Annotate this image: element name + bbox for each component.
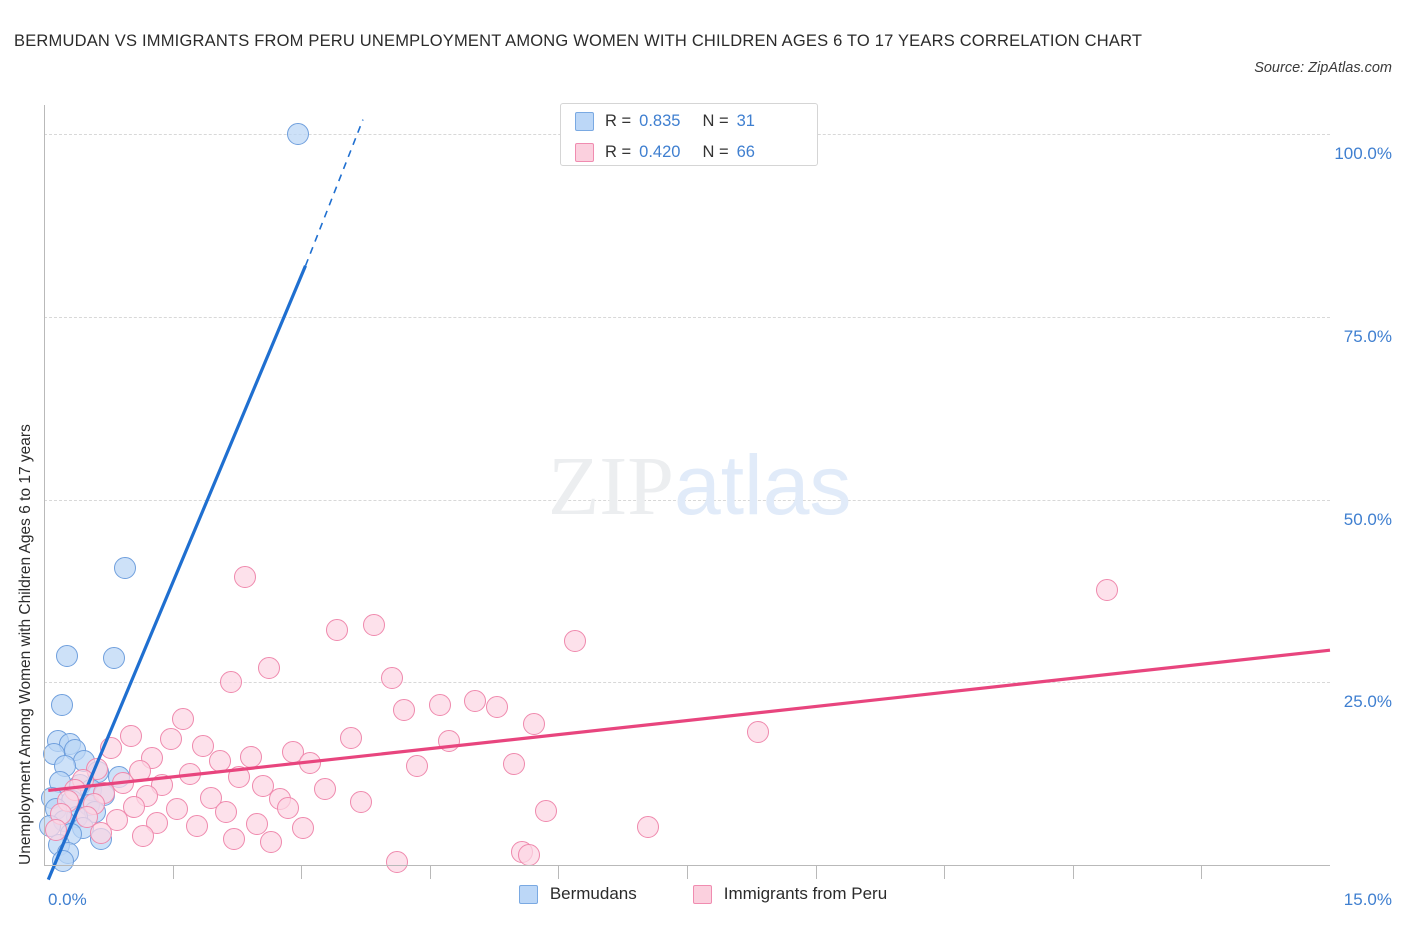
source-label: Source: ZipAtlas.com	[1254, 60, 1392, 76]
stats-row-immigrants-from-peru: R = 0.420 N = 66	[561, 139, 817, 166]
x-axis-tick	[815, 865, 817, 879]
scatter-point-pink	[523, 712, 546, 735]
x-axis-tick	[172, 865, 174, 879]
page-title: BERMUDAN VS IMMIGRANTS FROM PERU UNEMPLO…	[14, 32, 1143, 50]
x-axis-tick	[301, 865, 303, 879]
y-axis-line	[44, 105, 45, 865]
n-label-bermudans: N =	[702, 112, 729, 130]
x-axis-tick	[558, 865, 560, 879]
scatter-point-pink	[518, 843, 541, 866]
scatter-point-pink	[260, 830, 283, 853]
scatter-point-pink	[405, 755, 428, 778]
y-axis-title-text: Unemployment Among Women with Children A…	[17, 424, 34, 865]
x-axis-max-label: 15.0%	[1343, 890, 1392, 909]
watermark-zip: ZIP	[548, 440, 674, 533]
y-axis-tick-label: 25.0%	[1343, 692, 1392, 712]
r-label-immigrants-from-peru: R =	[605, 143, 632, 161]
scatter-point-pink	[165, 798, 188, 821]
scatter-point-pink	[219, 670, 242, 693]
r-value-immigrants-from-peru: 0.420	[639, 143, 681, 161]
scatter-point-pink	[485, 696, 508, 719]
scatter-point-pink	[437, 729, 460, 752]
scatter-point-pink	[298, 751, 321, 774]
watermark-atlas: atlas	[674, 438, 852, 532]
legend-label-bermudans: Bermudans	[549, 884, 637, 903]
n-value-immigrants-from-peru: 66	[736, 143, 755, 161]
scatter-point-pink	[429, 693, 452, 716]
scatter-point-pink	[314, 778, 337, 800]
scatter-point-pink	[223, 827, 246, 850]
scatter-point-pink	[363, 614, 386, 637]
legend-swatch-bermudans-icon	[518, 884, 538, 904]
scatter-point-pink	[326, 618, 349, 641]
legend-item-bermudans[interactable]: Bermudans	[518, 884, 637, 904]
scatter-point-pink	[228, 766, 251, 789]
scatter-point-pink	[45, 818, 67, 841]
r-label-bermudans: R =	[605, 112, 632, 130]
x-axis-tick	[429, 865, 431, 879]
y-axis-title: Unemployment Among Women with Children A…	[14, 105, 38, 865]
x-axis-tick	[1201, 865, 1203, 879]
scatter-point-pink	[393, 699, 416, 722]
swatch-immigrants-from-peru-icon	[575, 143, 594, 162]
watermark: ZIPatlas	[548, 443, 851, 529]
swatch-bermudans-icon	[575, 112, 594, 131]
x-axis-tick	[687, 865, 688, 879]
y-axis-tick-label: 75.0%	[1343, 326, 1392, 346]
scatter-point-pink	[277, 797, 300, 819]
legend-label-immigrants-from-peru: Immigrants from Peru	[723, 884, 888, 903]
scatter-point-pink	[747, 721, 770, 743]
scatter-point-pink	[464, 690, 487, 713]
scatter-point-pink	[159, 728, 182, 751]
x-axis-tick	[1072, 865, 1074, 879]
gridline	[44, 499, 1330, 501]
scatter-point-pink	[214, 801, 237, 824]
stats-row-bermudans: R = 0.835 N = 31	[561, 108, 817, 135]
y-axis-tick-label: 50.0%	[1343, 509, 1392, 529]
scatter-point-pink	[185, 814, 208, 837]
n-value-bermudans: 31	[736, 112, 755, 130]
correlation-stats-legend: R = 0.835 N = 31 R = 0.420 N = 66	[560, 103, 818, 166]
scatter-point-pink	[386, 851, 409, 874]
gridline	[44, 316, 1330, 318]
scatter-point-pink	[534, 799, 557, 822]
scatter-point-blue	[56, 645, 79, 667]
scatter-point-pink	[637, 816, 660, 838]
scatter-point-pink	[258, 656, 281, 679]
r-value-bermudans: 0.835	[639, 112, 681, 130]
scatter-point-pink	[234, 566, 257, 589]
scatter-point-blue	[286, 123, 309, 146]
n-label-immigrants-from-peru: N =	[702, 143, 729, 161]
legend-swatch-immigrants-from-peru-icon	[692, 884, 712, 904]
scatter-point-pink	[178, 763, 201, 786]
scatter-point-pink	[339, 726, 362, 749]
scatter-point-pink	[131, 824, 154, 847]
scatter-point-pink	[1096, 579, 1119, 602]
scatter-point-pink	[563, 630, 586, 653]
legend-item-immigrants-from-peru[interactable]: Immigrants from Peru	[692, 884, 888, 904]
scatter-point-pink	[89, 821, 112, 844]
scatter-point-blue	[51, 693, 73, 716]
scatter-point-pink	[350, 791, 373, 814]
scatter-point-pink	[111, 772, 134, 795]
scatter-point-pink	[381, 666, 404, 689]
scatter-point-pink	[291, 817, 314, 840]
scatter-point-blue	[103, 647, 126, 670]
scatter-point-blue	[114, 557, 137, 580]
scatter-point-pink	[240, 745, 263, 768]
y-axis-tick-label: 100.0%	[1334, 144, 1392, 164]
scatter-point-pink	[208, 750, 231, 773]
scatter-point-pink	[99, 737, 122, 760]
scatter-point-pink	[171, 707, 194, 730]
scatter-point-blue	[51, 850, 74, 873]
scatter-point-pink	[120, 725, 143, 748]
series-legend: Bermudans Immigrants from Peru	[0, 884, 1406, 904]
scatter-point-pink	[502, 753, 525, 776]
x-axis-tick	[944, 865, 946, 879]
x-axis-min-label: 0.0%	[48, 890, 87, 909]
